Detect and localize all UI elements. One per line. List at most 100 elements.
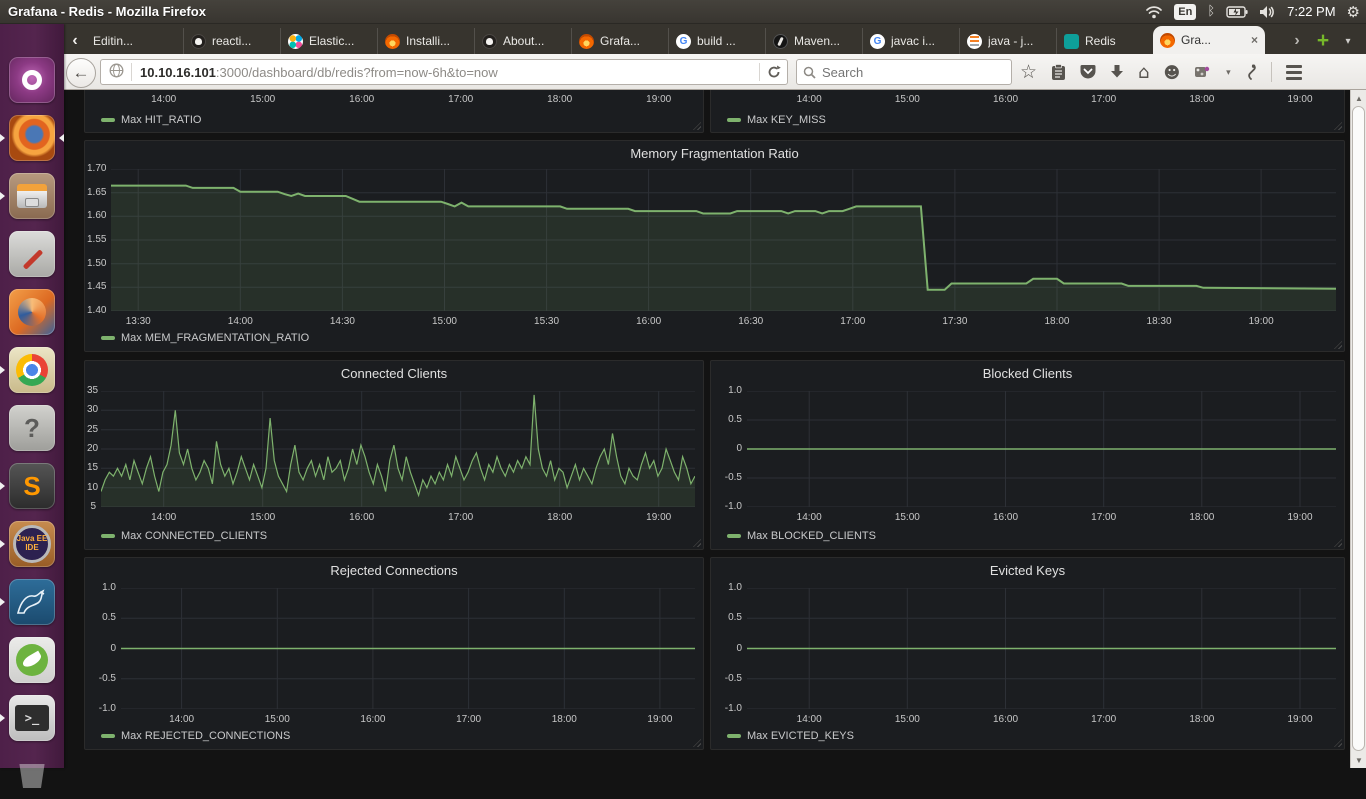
site-identity-globe-icon[interactable] xyxy=(109,63,124,81)
download-icon[interactable] xyxy=(1110,64,1124,80)
panel-resize-handle[interactable] xyxy=(1334,539,1342,547)
browser-tab-installi-[interactable]: Installi... xyxy=(377,28,474,54)
plot-area[interactable] xyxy=(111,169,1336,311)
panel-title[interactable]: Memory Fragmentation Ratio xyxy=(630,146,799,161)
browser-tab-about-[interactable]: About... xyxy=(474,28,571,54)
launcher-firefox-icon[interactable] xyxy=(9,115,55,161)
x-tick-label: 19:00 xyxy=(1287,512,1313,523)
desktop-top-bar: Grafana - Redis - Mozilla Firefox En ᛒ 7… xyxy=(0,0,1366,24)
pin-tool-icon[interactable] xyxy=(1245,64,1257,81)
launcher-files-icon[interactable] xyxy=(9,173,55,219)
launcher-terminal-icon[interactable]: >_ xyxy=(9,695,55,741)
tab-label: Redis xyxy=(1085,34,1116,48)
scrollbar-thumb[interactable] xyxy=(1352,106,1365,751)
legend-color-dash xyxy=(101,734,115,738)
legend-color-dash xyxy=(101,336,115,340)
search-bar[interactable] xyxy=(796,59,1012,85)
legend-mem-fragmentation[interactable]: Max MEM_FRAGMENTATION_RATIO xyxy=(101,332,309,344)
plot-area[interactable] xyxy=(101,391,695,507)
home-icon[interactable]: ⌂ xyxy=(1138,61,1150,83)
tab-label: reacti... xyxy=(212,34,252,48)
launcher-system-settings-icon[interactable] xyxy=(9,231,55,277)
reload-icon[interactable] xyxy=(759,63,781,81)
scrollbar-up-arrow[interactable]: ▲ xyxy=(1355,93,1363,103)
panel-rejected-connections: Rejected Connections 1.0 0.5 0 -0.5 -1.0 14:00… xyxy=(84,557,704,750)
url-bar[interactable]: 10.10.16.101:3000/dashboard/db/redis?fro… xyxy=(100,59,788,85)
browser-tab-maven-[interactable]: Maven... xyxy=(765,28,862,54)
plot-area[interactable] xyxy=(747,391,1336,507)
bluetooth-icon[interactable]: ᛒ xyxy=(1207,4,1216,19)
focused-indicator-arrow xyxy=(59,134,64,142)
legend-hit-ratio[interactable]: Max HIT_RATIO xyxy=(101,114,201,126)
volume-icon[interactable] xyxy=(1259,5,1276,19)
panel-title[interactable]: Rejected Connections xyxy=(330,563,458,578)
keyboard-layout-indicator[interactable]: En xyxy=(1174,3,1197,20)
panel-resize-handle[interactable] xyxy=(693,539,701,547)
legend-key-miss[interactable]: Max KEY_MISS xyxy=(727,114,826,126)
menu-hamburger-icon[interactable] xyxy=(1285,64,1302,80)
tab-scroll-right-button[interactable]: › xyxy=(1294,32,1300,49)
panel-resize-handle[interactable] xyxy=(693,122,701,130)
panel-title[interactable]: Evicted Keys xyxy=(989,563,1066,578)
launcher-trash-icon[interactable] xyxy=(9,753,55,799)
legend-evicted-keys[interactable]: Max EVICTED_KEYS xyxy=(727,730,854,742)
launcher-eclipse-javaee-icon[interactable]: Java EE IDE xyxy=(9,521,55,567)
running-indicator-arrow xyxy=(0,714,5,722)
x-tick-label: 18:00 xyxy=(1189,512,1215,523)
tab-close-icon[interactable]: × xyxy=(1250,33,1258,47)
browser-tab-java-j-[interactable]: java - j... xyxy=(959,28,1056,54)
scrollbar-down-arrow[interactable]: ▼ xyxy=(1355,755,1363,765)
battery-charging-icon[interactable] xyxy=(1226,5,1248,18)
x-tick-label: 17:00 xyxy=(1091,714,1117,725)
x-tick-label: 18:00 xyxy=(1189,94,1215,105)
clock[interactable]: 7:22 PM xyxy=(1287,4,1336,19)
back-button[interactable]: ← xyxy=(66,58,96,88)
launcher-help-icon[interactable]: ? xyxy=(9,405,55,451)
panel-resize-handle[interactable] xyxy=(693,739,701,747)
extension-icon[interactable] xyxy=(1194,65,1210,79)
tab-scroll-left-button[interactable]: ‹ xyxy=(72,32,78,49)
browser-tab-reacti-[interactable]: reacti... xyxy=(183,28,280,54)
panel-resize-handle[interactable] xyxy=(1334,341,1342,349)
github-favicon-icon xyxy=(191,33,206,49)
legend-rejected-connections[interactable]: Max REJECTED_CONNECTIONS xyxy=(101,730,290,742)
launcher-spring-icon[interactable] xyxy=(9,637,55,683)
wifi-icon[interactable] xyxy=(1145,5,1163,19)
panel-title[interactable]: Blocked Clients xyxy=(982,366,1073,381)
search-input[interactable] xyxy=(822,64,1011,80)
launcher-chrome-icon[interactable] xyxy=(9,347,55,393)
running-indicator-arrow xyxy=(0,366,5,374)
tabs-dropdown-icon[interactable]: ▾ xyxy=(1345,35,1351,47)
launcher-ubuntu-dash-icon[interactable] xyxy=(9,57,55,103)
browser-tab-gra-[interactable]: Gra... × xyxy=(1153,26,1265,54)
launcher-sublime-text-icon[interactable]: S xyxy=(9,463,55,509)
x-tick-label: 15:00 xyxy=(894,714,920,725)
plot-area[interactable] xyxy=(747,588,1336,709)
session-gear-icon[interactable]: ⚙ xyxy=(1346,2,1360,21)
panel-resize-handle[interactable] xyxy=(1334,122,1342,130)
browser-tab-redis[interactable]: Redis xyxy=(1056,28,1153,54)
browser-tab-grafa-[interactable]: Grafa... xyxy=(571,28,668,54)
plot-area[interactable] xyxy=(121,588,695,709)
new-tab-button[interactable]: + xyxy=(1316,29,1330,52)
panel-title[interactable]: Connected Clients xyxy=(340,366,448,381)
feedback-smiley-icon[interactable]: ☻ xyxy=(1163,62,1181,82)
launcher-mysql-workbench-icon[interactable] xyxy=(9,579,55,625)
y-tick-label: 5 xyxy=(90,501,96,512)
legend-blocked-clients[interactable]: Max BLOCKED_CLIENTS xyxy=(727,530,876,542)
y-tick-label: 35 xyxy=(87,385,99,396)
browser-tab-editin-[interactable]: Editin... xyxy=(86,28,183,54)
launcher-software-center-icon[interactable] xyxy=(9,289,55,335)
google-favicon-icon: G xyxy=(676,33,691,49)
x-tick-label: 18:30 xyxy=(1146,316,1172,327)
extension-caret-icon[interactable]: ▾ xyxy=(1226,66,1231,77)
panel-resize-handle[interactable] xyxy=(1334,739,1342,747)
legend-connected-clients[interactable]: Max CONNECTED_CLIENTS xyxy=(101,530,267,542)
page-scrollbar[interactable]: ▲ ▼ xyxy=(1350,90,1366,768)
bookmarks-clipboard-icon[interactable] xyxy=(1051,63,1066,81)
bookmark-star-icon[interactable]: ☆ xyxy=(1020,61,1038,83)
pocket-icon[interactable] xyxy=(1080,64,1096,80)
browser-tab-elastic-[interactable]: Elastic... xyxy=(280,28,377,54)
